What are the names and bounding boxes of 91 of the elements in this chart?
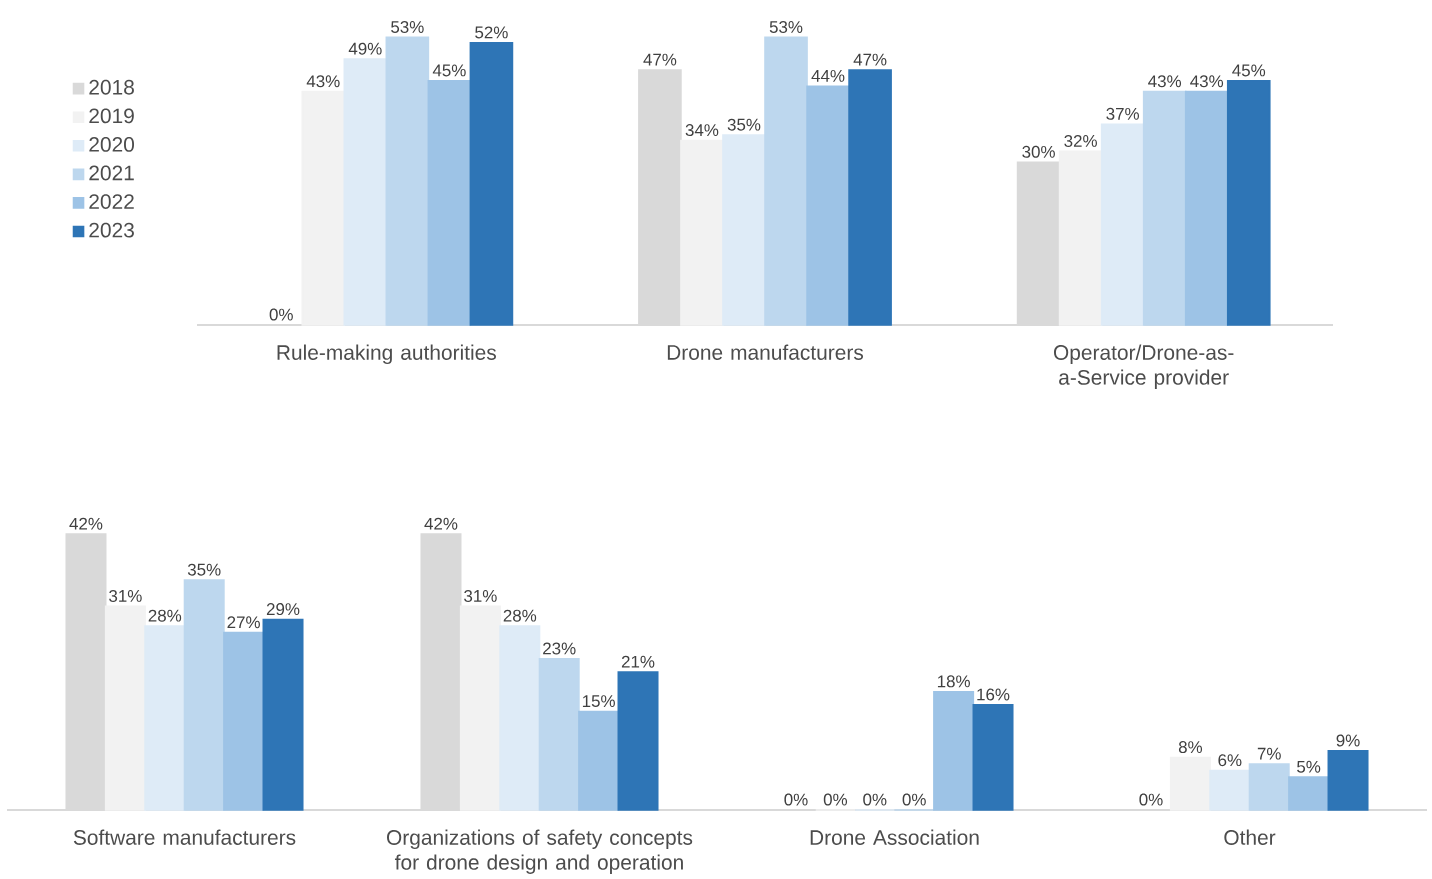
bar xyxy=(1288,776,1330,811)
data-label: 35% xyxy=(727,118,761,131)
bar xyxy=(420,533,462,811)
x-tick-label: Drone Association xyxy=(810,829,979,845)
bar xyxy=(427,79,472,326)
data-label: 44% xyxy=(811,69,845,82)
legend-label: 2020 xyxy=(89,137,135,152)
data-label: 53% xyxy=(769,21,803,33)
data-label: 0% xyxy=(784,793,808,806)
bar xyxy=(578,710,620,811)
data-label: 5% xyxy=(1297,760,1321,773)
legend-label: 2023 xyxy=(89,222,134,238)
data-label: 8% xyxy=(1178,741,1203,754)
x-tick-label: Software manufacturers xyxy=(73,829,296,845)
bar xyxy=(469,42,514,326)
data-label: 6% xyxy=(1218,754,1242,767)
data-label: 45% xyxy=(1232,64,1266,77)
data-label: 0% xyxy=(902,793,926,806)
data-label: 32% xyxy=(1064,134,1097,147)
bar xyxy=(1058,150,1103,326)
data-label: 42% xyxy=(69,517,103,530)
bar xyxy=(65,533,107,811)
bar xyxy=(680,139,724,326)
bar xyxy=(1016,161,1061,326)
bar xyxy=(459,605,501,811)
legend-label: 2022 xyxy=(89,194,134,209)
bar xyxy=(499,625,541,811)
data-label: 27% xyxy=(227,616,260,629)
data-label: 7% xyxy=(1257,747,1281,760)
bar xyxy=(262,618,304,811)
bar xyxy=(1142,90,1187,326)
data-label: 52% xyxy=(475,26,508,39)
data-label: 43% xyxy=(1190,75,1224,88)
data-label: 47% xyxy=(853,53,887,66)
bar xyxy=(301,90,346,326)
data-label: 43% xyxy=(306,75,340,88)
bar xyxy=(1169,756,1211,811)
bar xyxy=(933,690,975,811)
data-label: 53% xyxy=(391,21,424,33)
data-label: 29% xyxy=(266,603,300,616)
bar xyxy=(1226,79,1271,326)
bar xyxy=(183,579,225,811)
data-label: 21% xyxy=(621,655,655,668)
data-label: 37% xyxy=(1106,107,1140,120)
bar xyxy=(617,671,659,811)
bar xyxy=(848,69,892,326)
data-label: 0% xyxy=(863,793,887,806)
data-label: 43% xyxy=(1148,75,1182,88)
bar xyxy=(764,36,808,326)
bar xyxy=(385,36,430,326)
bar xyxy=(722,134,766,326)
data-label: 18% xyxy=(937,675,970,688)
bar xyxy=(1209,769,1251,811)
x-tick-label: Rule-making authorities xyxy=(277,344,496,365)
legend-label: 2021 xyxy=(89,165,134,181)
data-label: 47% xyxy=(643,53,677,66)
bar xyxy=(223,631,265,811)
data-label: 0% xyxy=(823,793,848,806)
data-label: 9% xyxy=(1336,734,1360,747)
x-tick-label: Other xyxy=(1224,829,1276,845)
data-label: 31% xyxy=(464,589,497,602)
data-label: 45% xyxy=(432,64,466,77)
data-label: 42% xyxy=(424,517,458,530)
bar xyxy=(1184,90,1229,326)
data-label: 16% xyxy=(977,688,1010,701)
bar xyxy=(104,605,146,811)
legend-label: 2018 xyxy=(89,79,134,95)
data-label: 0% xyxy=(1139,793,1163,806)
bar xyxy=(144,625,186,811)
data-label: 0% xyxy=(269,308,293,321)
data-label: 15% xyxy=(582,695,615,708)
bar xyxy=(1100,123,1145,326)
bar xyxy=(638,69,682,326)
bar xyxy=(972,704,1014,811)
data-label: 28% xyxy=(148,609,182,622)
data-label: 23% xyxy=(543,642,576,655)
bar xyxy=(1327,750,1369,811)
bar xyxy=(343,58,388,326)
data-label: 31% xyxy=(109,589,142,602)
x-tick-label: Organizations of safety concepts for drone design and operation xyxy=(387,829,693,874)
data-label: 28% xyxy=(503,609,537,622)
bar xyxy=(806,85,850,326)
x-tick-label: Drone manufacturers xyxy=(667,344,864,360)
bar xyxy=(1248,763,1290,811)
data-label: 49% xyxy=(348,42,382,55)
x-tick-label: Operator/Drone-as-a-Service provider xyxy=(1053,344,1234,389)
legend-label: 2019 xyxy=(89,108,134,124)
bar xyxy=(538,658,580,811)
data-label: 35% xyxy=(187,563,221,576)
data-label: 30% xyxy=(1022,145,1055,158)
data-label: 34% xyxy=(685,124,719,137)
